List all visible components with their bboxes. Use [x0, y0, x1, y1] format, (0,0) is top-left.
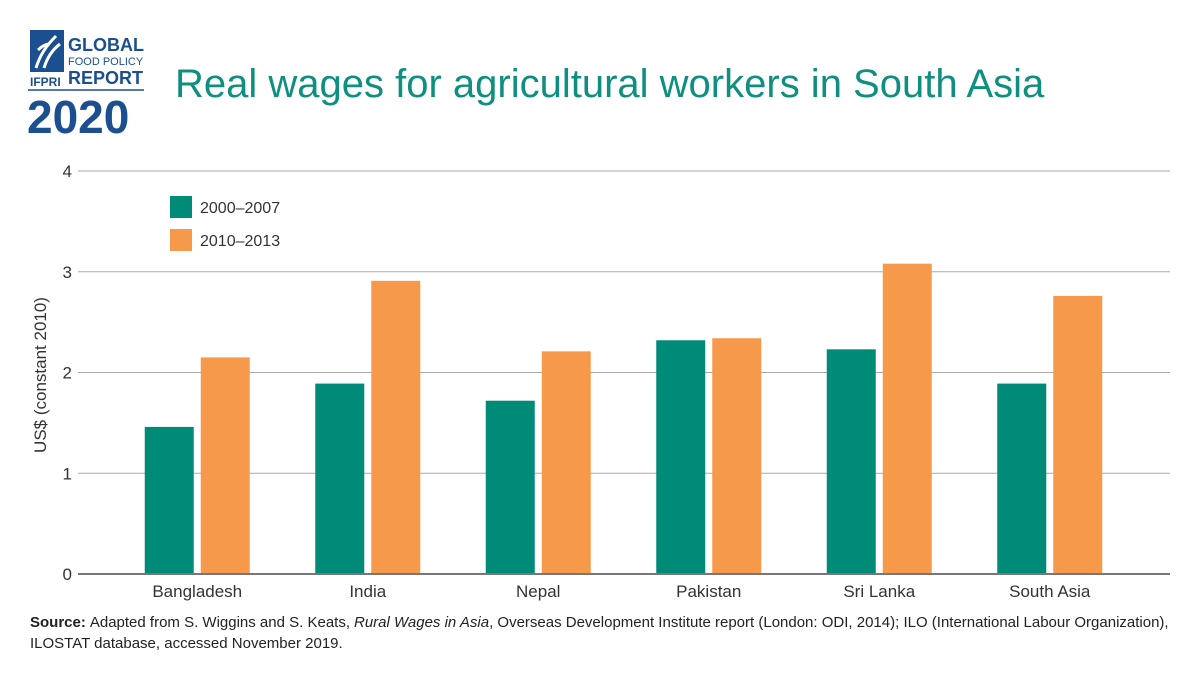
logo-sprout [34, 34, 61, 69]
y-tick-label: 1 [63, 464, 72, 483]
legend-label: 2010–2013 [200, 233, 280, 250]
x-tick-label: Bangladesh [152, 582, 242, 601]
logo-icon [30, 30, 64, 72]
bar [656, 340, 706, 574]
y-tick-label: 4 [63, 162, 72, 181]
source-label: Source: [30, 614, 86, 631]
source-text: , Overseas Development Institute report … [489, 614, 1169, 631]
bar [1053, 295, 1103, 574]
bar [371, 280, 421, 574]
bar [485, 400, 535, 574]
x-tick-label: Sri Lanka [843, 582, 915, 601]
y-tick-label: 0 [63, 565, 72, 584]
bar [200, 357, 250, 574]
bar [541, 351, 591, 574]
source-text: Adapted from S. Wiggins and S. Keats, [90, 614, 350, 631]
logo-text: REPORT [68, 68, 143, 88]
legend-label: 2000–2007 [200, 200, 280, 217]
bar [826, 349, 876, 574]
logo-text: IFPRI [30, 75, 61, 89]
source-text: ILOSTAT database, accessed November 2019… [30, 635, 343, 652]
bar [882, 263, 932, 574]
x-tick-label: India [349, 582, 386, 601]
bar [315, 383, 365, 574]
source: Source: Adapted from S. Wiggins and S. Ke… [30, 614, 1169, 631]
x-tick-label: Nepal [516, 582, 560, 601]
chart-title: Real wages for agricultural workers in S… [175, 62, 1045, 106]
logo-text: FOOD POLICY [68, 56, 144, 68]
y-tick-label: 3 [63, 263, 72, 282]
logo-text: GLOBAL [68, 35, 144, 55]
y-axis-label: US$ (constant 2010) [31, 297, 50, 453]
bar [144, 426, 194, 574]
logo-year: 2020 [27, 91, 129, 143]
source-title: Rural Wages in Asia [354, 614, 489, 631]
logo: GLOBAL FOOD POLICY REPORT IFPRI 2020 [27, 30, 144, 143]
x-tick-label: Pakistan [676, 582, 741, 601]
bar [712, 338, 762, 574]
legend-swatch [170, 196, 192, 218]
legend-swatch [170, 229, 192, 251]
y-tick-label: 2 [63, 364, 72, 383]
bar [997, 383, 1047, 574]
x-tick-label: South Asia [1009, 582, 1091, 601]
